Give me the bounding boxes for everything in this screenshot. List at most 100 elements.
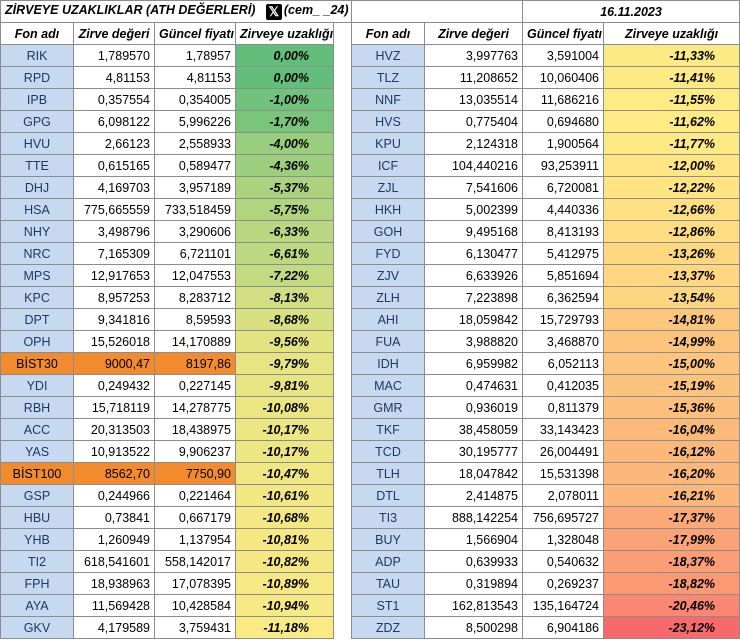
peak-value-right: 30,195777 <box>424 440 524 463</box>
peak-value-left: 4,81153 <box>73 66 155 89</box>
peak-value-left: 9000,47 <box>73 352 155 375</box>
current-price-left: 0,667179 <box>154 506 236 529</box>
peak-value-right: 8,500298 <box>424 616 524 639</box>
date-cell: 16.11.2023 <box>522 0 740 23</box>
column-separator <box>332 264 353 287</box>
peak-value-right: 0,319894 <box>424 572 524 595</box>
peak-value-left: 12,917653 <box>73 264 155 287</box>
column-separator <box>332 528 353 551</box>
peak-value-left: 18,938963 <box>73 572 155 595</box>
distance-to-peak-right: -16,20% <box>603 462 740 485</box>
fund-code-right: MAC <box>351 374 426 397</box>
current-price-right: 93,253911 <box>522 154 605 177</box>
column-separator <box>332 418 353 441</box>
current-price-right: 3,468870 <box>522 330 605 353</box>
distance-to-peak-right: -18,37% <box>603 550 740 573</box>
peak-value-right: 6,959982 <box>424 352 524 375</box>
fund-code-left: IPB <box>0 88 74 111</box>
current-price-right: 11,686216 <box>522 88 605 111</box>
distance-to-peak-left: -10,61% <box>235 484 334 507</box>
column-separator <box>332 308 353 331</box>
table-row: HSA 775,665559 733,518459 -5,75% HKH 5,002399… <box>0 198 740 221</box>
fund-code-left: YHB <box>0 528 74 551</box>
fund-code-right: TI3 <box>351 506 426 529</box>
current-price-left: 10,428584 <box>154 594 236 617</box>
column-separator <box>332 396 353 419</box>
distance-to-peak-right: -16,12% <box>603 440 740 463</box>
fund-code-left: YAS <box>0 440 74 463</box>
fund-code-right: DTL <box>351 484 426 507</box>
fund-code-left: GKV <box>0 616 74 639</box>
table-row: OPH 15,526018 14,170889 -9,56% FUA 3,988820 3,… <box>0 330 740 353</box>
peak-value-left: 4,169703 <box>73 176 155 199</box>
distance-to-peak-left: -1,70% <box>235 110 334 133</box>
column-separator <box>332 88 353 111</box>
peak-value-left: 8,957253 <box>73 286 155 309</box>
current-price-left: 1,78957 <box>154 44 236 67</box>
peak-value-right: 104,440216 <box>424 154 524 177</box>
distance-to-peak-right: -12,00% <box>603 154 740 177</box>
current-price-right: 1,328048 <box>522 528 605 551</box>
fund-code-left: FPH <box>0 572 74 595</box>
fund-code-right: BUY <box>351 528 426 551</box>
header-current-price-right: Güncel fiyatı <box>522 22 605 45</box>
distance-to-peak-left: -10,89% <box>235 572 334 595</box>
distance-to-peak-right: -17,37% <box>603 506 740 529</box>
fund-code-right: TLH <box>351 462 426 485</box>
distance-to-peak-right: -15,00% <box>603 352 740 375</box>
column-separator <box>332 242 353 265</box>
distance-to-peak-right: -11,77% <box>603 132 740 155</box>
table-row: GSP 0,244966 0,221464 -10,61% DTL 2,414875 2,0… <box>0 484 740 507</box>
fund-code-right: ZLH <box>351 286 426 309</box>
current-price-right: 1,900564 <box>522 132 605 155</box>
column-separator <box>332 220 353 243</box>
current-price-left: 6,721101 <box>154 242 236 265</box>
column-separator <box>332 22 353 45</box>
peak-value-right: 3,988820 <box>424 330 524 353</box>
peak-value-left: 10,913522 <box>73 440 155 463</box>
fund-code-left: BİST100 <box>0 462 74 485</box>
title-row: ZİRVEYE UZAKLIKLAR (ATH DEĞERLERİ) 𝕏 (cem… <box>0 0 740 23</box>
distance-to-peak-right: -15,36% <box>603 396 740 419</box>
title-spacer <box>351 0 523 23</box>
column-separator <box>332 550 353 573</box>
current-price-right: 135,164724 <box>522 594 605 617</box>
column-separator <box>332 110 353 133</box>
distance-to-peak-right: -13,54% <box>603 286 740 309</box>
table-row: BİST30 9000,47 8197,86 -9,79% IDH 6,959982 6,0… <box>0 352 740 375</box>
report-date: 16.11.2023 <box>600 4 662 19</box>
header-row: Fon adı Zirve değeri Güncel fiyatı Zirve… <box>0 22 740 45</box>
peak-value-right: 2,124318 <box>424 132 524 155</box>
header-distance-left: Zirveye uzaklığı <box>235 22 334 45</box>
current-price-left: 12,047553 <box>154 264 236 287</box>
column-separator <box>332 66 353 89</box>
distance-to-peak-right: -12,66% <box>603 198 740 221</box>
table-row: RIK 1,789570 1,78957 0,00% HVZ 3,997763 3,5910… <box>0 44 740 67</box>
peak-value-left: 0,244966 <box>73 484 155 507</box>
distance-to-peak-left: -8,68% <box>235 308 334 331</box>
fund-code-right: HVS <box>351 110 426 133</box>
peak-value-left: 9,341816 <box>73 308 155 331</box>
peak-value-left: 7,165309 <box>73 242 155 265</box>
current-price-left: 8197,86 <box>154 352 236 375</box>
current-price-right: 15,531398 <box>522 462 605 485</box>
current-price-right: 15,729793 <box>522 308 605 331</box>
fund-code-left: AYA <box>0 594 74 617</box>
fund-code-right: TLZ <box>351 66 426 89</box>
distance-to-peak-left: -6,61% <box>235 242 334 265</box>
table-row: YAS 10,913522 9,906237 -10,17% TCD 30,195777 2… <box>0 440 740 463</box>
table-row: GPG 6,098122 5,996226 -1,70% HVS 0,775404 0,69… <box>0 110 740 133</box>
fund-code-left: TTE <box>0 154 74 177</box>
table-row: MPS 12,917653 12,047553 -7,22% ZJV 6,633926 5,… <box>0 264 740 287</box>
column-separator <box>332 374 353 397</box>
distance-to-peak-right: -11,55% <box>603 88 740 111</box>
column-separator <box>332 132 353 155</box>
current-price-left: 0,354005 <box>154 88 236 111</box>
distance-to-peak-left: -10,82% <box>235 550 334 573</box>
current-price-left: 8,283712 <box>154 286 236 309</box>
fund-code-right: GOH <box>351 220 426 243</box>
current-price-left: 5,996226 <box>154 110 236 133</box>
peak-value-left: 8562,70 <box>73 462 155 485</box>
distance-to-peak-right: -20,46% <box>603 594 740 617</box>
peak-value-left: 2,66123 <box>73 132 155 155</box>
